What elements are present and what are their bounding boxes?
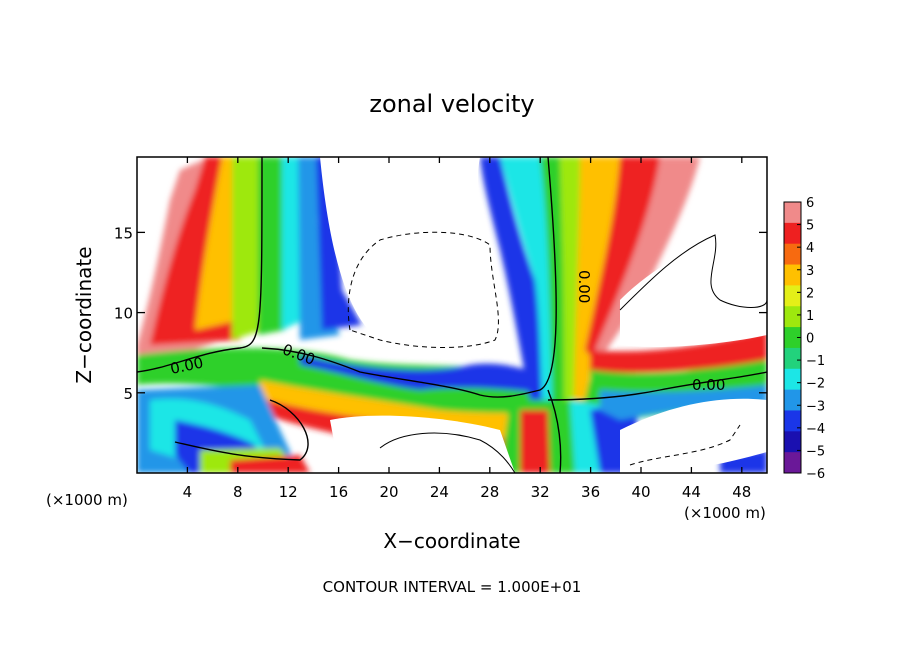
x-tick-label: 4 [183,483,193,501]
x-unit-right: (×1000 m) [684,504,766,522]
colorbar-swatch [784,306,801,328]
colorbar-tick-label: 4 [806,241,814,256]
colorbar-tick-label: 5 [806,219,814,234]
colorbar-swatch [784,389,801,411]
colorbar-tick-label: 0 [806,332,814,347]
colorbar-tick-label: 6 [806,196,814,211]
y-axis-ticks: 5 10 15 [114,224,767,403]
contour-label-3: 0.00 [575,270,593,303]
colorbar-swatch [784,285,801,307]
colorbar-tick-label: 3 [806,264,814,279]
x-tick-label: 8 [233,483,243,501]
x-tick-label: 20 [379,483,398,501]
x-tick-label: 12 [279,483,298,501]
colorbar-tick-label: −6 [806,467,825,482]
x-tick-label: 32 [531,483,550,501]
x-axis-label: X−coordinate [383,529,520,553]
colorbar-swatch [784,410,801,432]
y-axis-label: Z−coordinate [72,246,96,383]
colorbar-swatch [784,327,801,349]
colorbar-tick-label: 2 [806,286,814,301]
colorbar-tick-label: −1 [806,354,825,369]
colorbar-tick-label: −2 [806,377,825,392]
colorbar-swatch [784,431,801,453]
colorbar-swatch [784,243,801,266]
colorbar-tick-label: −5 [806,444,825,459]
x-tick-label: 24 [430,483,449,501]
colorbar: 6 5 4 3 2 1 0 −1 −2 −3 −4 −5 −6 [783,196,825,482]
y-tick-label: 10 [114,305,133,323]
x-unit-left: (×1000 m) [46,491,128,509]
colorbar-swatch [784,347,801,370]
contour-label-4: 0.00 [692,376,725,394]
colorbar-swatch [784,222,801,245]
heatmap-field [137,157,767,473]
colorbar-tick-label: −4 [806,422,825,437]
colorbar-tick-label: 1 [806,309,814,324]
contour-interval-footer: CONTOUR INTERVAL = 1.000E+01 [323,578,582,596]
colorbar-swatch [784,202,801,224]
colorbar-swatch [784,264,801,286]
x-tick-label: 16 [329,483,348,501]
y-tick-label: 15 [114,224,133,242]
x-tick-label: 44 [682,483,701,501]
contour-lines [137,157,767,473]
y-tick-label: 5 [123,385,133,403]
x-axis-ticks: 4 8 12 16 20 24 28 32 36 40 44 48 [183,157,751,501]
colorbar-swatch [784,368,801,391]
colorbar-swatch [784,452,801,474]
plot-frame [136,156,768,474]
x-tick-label: 36 [581,483,600,501]
x-tick-label: 40 [631,483,650,501]
x-tick-label: 48 [732,483,751,501]
colorbar-tick-label: −3 [806,399,825,414]
x-tick-label: 28 [480,483,499,501]
chart-title: zonal velocity [369,90,534,118]
